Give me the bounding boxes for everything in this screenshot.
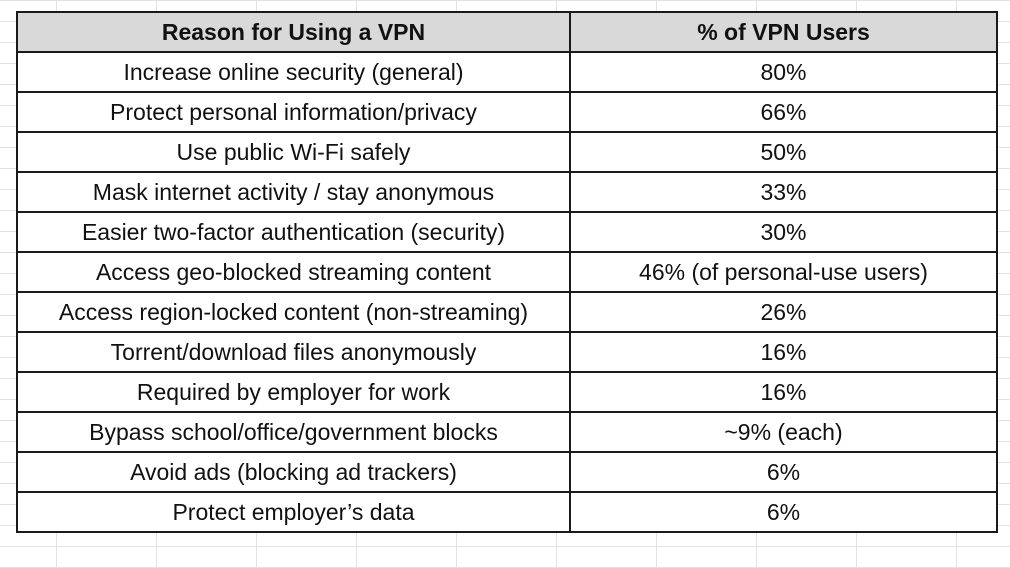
table-row: Easier two-factor authentication (securi…	[16, 211, 998, 253]
percent-cell[interactable]: 33%	[569, 171, 998, 213]
percent-cell[interactable]: 46% (of personal-use users)	[569, 251, 998, 293]
reason-cell[interactable]: Increase online security (general)	[16, 51, 571, 93]
percent-cell[interactable]: 26%	[569, 291, 998, 333]
table-row: Protect employer’s data 6%	[16, 491, 998, 533]
header-row: Reason for Using a VPN % of VPN Users	[16, 11, 998, 53]
reason-cell[interactable]: Access geo-blocked streaming content	[16, 251, 571, 293]
reason-cell[interactable]: Protect personal information/privacy	[16, 91, 571, 133]
percent-cell[interactable]: 50%	[569, 131, 998, 173]
table-body: Increase online security (general) 80% P…	[16, 51, 998, 533]
reason-cell[interactable]: Torrent/download files anonymously	[16, 331, 571, 373]
reason-cell[interactable]: Bypass school/office/government blocks	[16, 411, 571, 453]
table-row: Mask internet activity / stay anonymous …	[16, 171, 998, 213]
table-row: Avoid ads (blocking ad trackers) 6%	[16, 451, 998, 493]
reason-cell[interactable]: Easier two-factor authentication (securi…	[16, 211, 571, 253]
percent-cell[interactable]: ~9% (each)	[569, 411, 998, 453]
percent-cell[interactable]: 6%	[569, 491, 998, 533]
percent-cell[interactable]: 16%	[569, 371, 998, 413]
table-row: Increase online security (general) 80%	[16, 51, 998, 93]
table-row: Torrent/download files anonymously 16%	[16, 331, 998, 373]
header-cell-percent[interactable]: % of VPN Users	[569, 11, 998, 53]
reason-cell[interactable]: Avoid ads (blocking ad trackers)	[16, 451, 571, 493]
percent-cell[interactable]: 6%	[569, 451, 998, 493]
percent-cell[interactable]: 80%	[569, 51, 998, 93]
table-row: Access geo-blocked streaming content 46%…	[16, 251, 998, 293]
reason-cell[interactable]: Required by employer for work	[16, 371, 571, 413]
reason-cell[interactable]: Access region-locked content (non-stream…	[16, 291, 571, 333]
percent-cell[interactable]: 30%	[569, 211, 998, 253]
percent-cell[interactable]: 16%	[569, 331, 998, 373]
table-row: Bypass school/office/government blocks ~…	[16, 411, 998, 453]
reason-cell[interactable]: Protect employer’s data	[16, 491, 571, 533]
header-cell-reason[interactable]: Reason for Using a VPN	[16, 11, 571, 53]
table-row: Use public Wi-Fi safely 50%	[16, 131, 998, 173]
reason-cell[interactable]: Mask internet activity / stay anonymous	[16, 171, 571, 213]
table-row: Required by employer for work 16%	[16, 371, 998, 413]
vpn-reasons-table: Reason for Using a VPN % of VPN Users In…	[16, 11, 998, 533]
table-row: Access region-locked content (non-stream…	[16, 291, 998, 333]
reason-cell[interactable]: Use public Wi-Fi safely	[16, 131, 571, 173]
table-row: Protect personal information/privacy 66%	[16, 91, 998, 133]
percent-cell[interactable]: 66%	[569, 91, 998, 133]
